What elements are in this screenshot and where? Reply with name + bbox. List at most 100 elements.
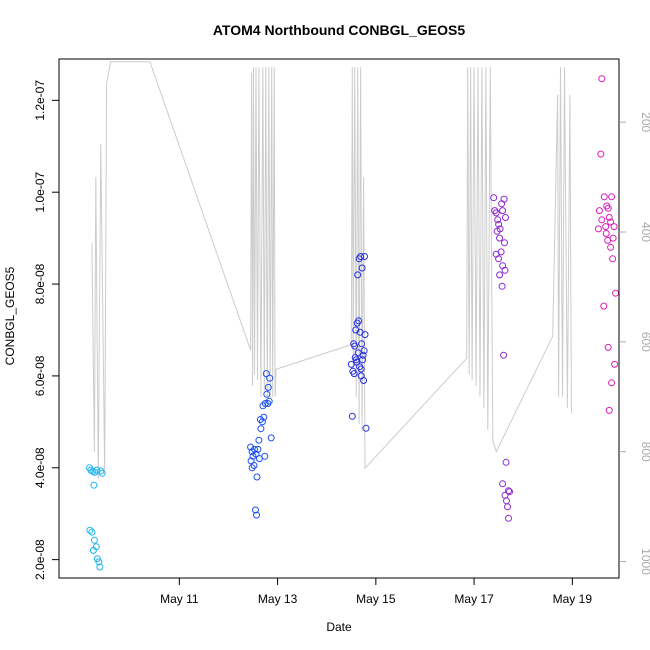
data-point: [598, 75, 606, 83]
data-point: [352, 356, 360, 364]
data-point: [594, 225, 602, 233]
data-point: [607, 218, 615, 226]
x-axis: May 11 May 13 May 15 May 17 May 19: [160, 577, 593, 606]
series-5: [594, 75, 620, 414]
data-point: [256, 416, 264, 423]
data-point: [252, 506, 259, 514]
data-point: [93, 555, 101, 563]
data-point: [504, 503, 511, 511]
data-point: [605, 406, 613, 414]
data-point: [605, 214, 613, 221]
data-point: [247, 443, 255, 451]
x-axis-label: Date: [326, 620, 352, 634]
data-point: [89, 546, 97, 554]
data-point: [492, 250, 500, 258]
x-tick-label: May 19: [553, 592, 593, 606]
x-tick-label: May 17: [454, 592, 494, 606]
data-point: [361, 253, 368, 260]
data-point: [98, 469, 106, 477]
y-tick-label: 6.0e-08: [33, 355, 47, 396]
data-point: [258, 418, 266, 426]
y2-tick-label: 800: [639, 442, 650, 462]
y2-tick-label: 1000: [639, 548, 650, 575]
data-point: [498, 282, 506, 290]
data-point: [611, 360, 619, 368]
data-point: [262, 370, 270, 378]
y2-tick-label: 400: [639, 222, 650, 242]
data-point: [248, 464, 256, 472]
data-points-layer: [86, 75, 620, 571]
data-point: [490, 194, 498, 202]
data-point: [359, 351, 367, 359]
y2-tick-label: 600: [639, 332, 650, 352]
data-point: [96, 563, 104, 571]
data-point: [604, 204, 612, 212]
data-point: [494, 216, 502, 224]
data-point: [604, 236, 612, 244]
data-point: [602, 230, 610, 237]
y-axis-label: CONBGL_GEOS5: [3, 266, 17, 365]
data-point: [496, 234, 504, 242]
data-point: [357, 253, 365, 260]
data-point: [496, 271, 504, 279]
data-point: [597, 150, 605, 158]
series-2: [247, 370, 275, 519]
data-point: [264, 400, 272, 407]
data-point: [93, 466, 101, 474]
data-point: [502, 458, 510, 466]
series-4: [490, 194, 513, 522]
data-point: [253, 511, 260, 519]
x-tick-label: May 11: [160, 592, 199, 606]
data-point: [261, 452, 269, 460]
y-tick-label: 4.0e-08: [33, 447, 47, 488]
data-point: [350, 370, 358, 378]
data-point: [600, 302, 608, 310]
chart-title: ATOM4 Northbound CONBGL_GEOS5: [213, 22, 465, 38]
data-point: [595, 207, 603, 215]
data-point: [604, 343, 612, 351]
data-point: [500, 351, 508, 359]
data-point: [357, 365, 365, 373]
data-point: [266, 374, 274, 382]
data-point: [356, 328, 364, 336]
data-point: [610, 223, 618, 231]
y-tick-label: 1.2e-07: [33, 80, 47, 121]
data-point: [503, 497, 510, 505]
y-tick-label: 1.0e-07: [33, 172, 47, 213]
data-point: [607, 243, 615, 251]
data-point: [493, 227, 501, 235]
data-point: [501, 239, 508, 247]
altitude-line: [91, 61, 572, 480]
data-point: [499, 480, 507, 488]
data-point: [608, 379, 616, 387]
data-point: [505, 487, 512, 495]
plot-frame: [58, 58, 620, 579]
data-point: [90, 481, 98, 489]
y-axis-left: 2.0e-08 4.0e-08 6.0e-08 8.0e-08 1.0e-07 1.2e-…: [33, 80, 59, 580]
y-tick-label: 8.0e-08: [33, 263, 47, 304]
data-point: [362, 424, 370, 432]
data-point: [612, 289, 620, 297]
data-point: [255, 436, 263, 444]
y-tick-label: 2.0e-08: [33, 539, 47, 580]
data-point: [501, 266, 509, 274]
data-point: [351, 342, 359, 350]
data-point: [254, 445, 262, 453]
x-tick-label: May 15: [356, 592, 396, 606]
data-point: [248, 448, 256, 456]
data-point: [358, 340, 366, 348]
data-point: [257, 425, 265, 433]
data-point: [505, 514, 512, 522]
data-point: [86, 526, 94, 534]
data-point: [355, 317, 363, 325]
data-point: [267, 434, 275, 442]
data-point: [348, 412, 356, 420]
data-point: [598, 216, 606, 224]
data-point: [251, 445, 258, 453]
data-point: [95, 558, 103, 566]
data-point: [502, 214, 509, 221]
series-1: [86, 464, 106, 571]
data-point: [492, 209, 500, 217]
data-point: [261, 400, 269, 407]
